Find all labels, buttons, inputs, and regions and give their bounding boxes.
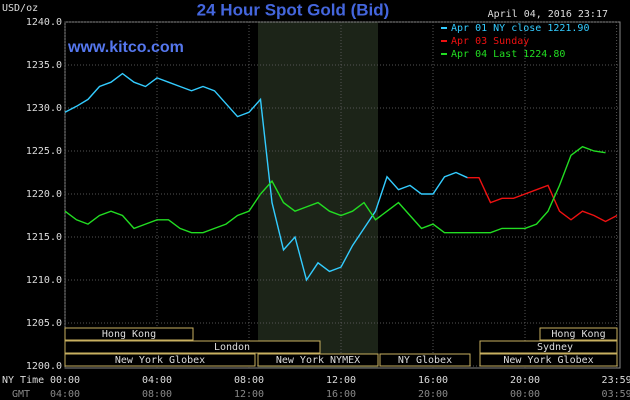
session-label: New York Globex (115, 355, 205, 366)
y-tick-label: 1200.0 (26, 361, 62, 372)
session-box (64, 353, 256, 367)
x-tick-label: 12:00 (326, 375, 356, 386)
series-line (467, 177, 618, 223)
y-tick-label: 1225.0 (26, 146, 62, 157)
y-tick-label: 1220.0 (26, 189, 62, 200)
gmt-tick-label: 04:00 (50, 389, 80, 400)
session-box (479, 340, 618, 354)
gmt-tick-label: 16:00 (326, 389, 356, 400)
session-box (539, 327, 618, 341)
session-label: Sydney (537, 342, 573, 353)
gmt-tick-label: 08:00 (142, 389, 172, 400)
plot-frame (64, 21, 621, 369)
session-box (479, 353, 618, 367)
session-label: Hong Kong (551, 329, 605, 340)
session-label: New York NYMEX (276, 355, 360, 366)
series-line (64, 145, 606, 234)
y-tick-label: 1210.0 (26, 275, 62, 286)
session-label: London (214, 342, 250, 353)
session-label: Hong Kong (102, 329, 156, 340)
session-label: New York Globex (503, 355, 593, 366)
legend-label: Apr 04 Last 1224.80 (451, 49, 565, 60)
y-tick-label: 1215.0 (26, 232, 62, 243)
series-line (64, 72, 468, 282)
x-tick-label: 23:59 (602, 375, 630, 386)
legend-label: Apr 03 Sunday (451, 36, 529, 47)
shaded-session (258, 22, 378, 368)
site-label: www.kitco.com (67, 39, 184, 56)
session-box (379, 353, 471, 367)
x-tick-label: 16:00 (418, 375, 448, 386)
timestamp: April 04, 2016 23:17 (488, 9, 608, 20)
session-box (257, 353, 379, 367)
x2-axis-label: GMT (12, 389, 30, 400)
x-tick-label: 04:00 (142, 375, 172, 386)
gmt-tick-label: 03:59 (602, 389, 630, 400)
y-axis-label: USD/oz (2, 3, 38, 14)
gmt-tick-label: 00:00 (510, 389, 540, 400)
session-box (64, 340, 321, 354)
y-tick-label: 1240.0 (26, 17, 62, 28)
chart-title: 24 Hour Spot Gold (Bid) (197, 0, 390, 19)
x-tick-label: 00:00 (50, 375, 80, 386)
legend-label: Apr 01 NY close 1221.90 (451, 23, 589, 34)
x-tick-label: 08:00 (234, 375, 264, 386)
session-box (64, 327, 194, 341)
gmt-tick-label: 12:00 (234, 389, 264, 400)
y-tick-label: 1205.0 (26, 318, 62, 329)
gmt-tick-label: 20:00 (418, 389, 448, 400)
y-tick-label: 1235.0 (26, 60, 62, 71)
x-tick-label: 20:00 (510, 375, 540, 386)
x-axis-label: NY Time (2, 375, 44, 386)
session-label: NY Globex (398, 355, 452, 366)
y-tick-label: 1230.0 (26, 103, 62, 114)
